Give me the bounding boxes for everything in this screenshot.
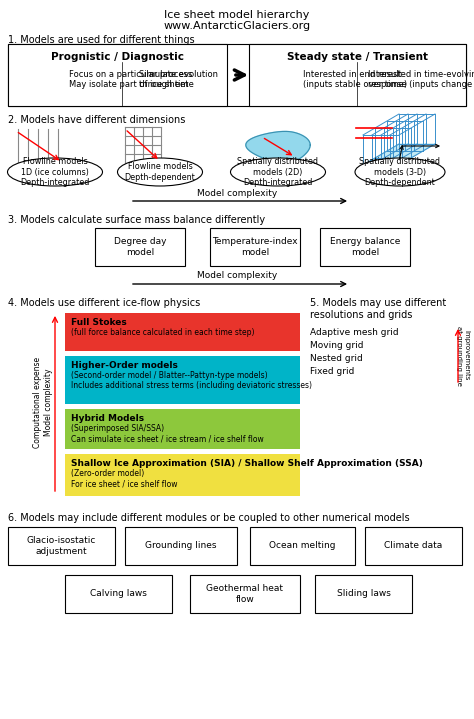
- Text: Simulate evolution
through time: Simulate evolution through time: [139, 70, 219, 89]
- Text: 2. Models have different dimensions: 2. Models have different dimensions: [8, 115, 185, 125]
- Polygon shape: [363, 144, 435, 165]
- Text: 6. Models may include different modules or be coupled to other numerical models: 6. Models may include different modules …: [8, 513, 410, 523]
- Bar: [249, 44, 466, 106]
- Text: (Superimposed SIA/SSA)
Can simulate ice sheet / ice stream / ice shelf flow: (Superimposed SIA/SSA) Can simulate ice …: [71, 424, 264, 444]
- Text: Geothermal heat
flow: Geothermal heat flow: [207, 585, 283, 604]
- Ellipse shape: [8, 158, 102, 186]
- Bar: [8, 44, 227, 106]
- Text: Climate data: Climate data: [384, 541, 443, 551]
- Text: Ocean melting: Ocean melting: [269, 541, 336, 551]
- Bar: [95, 228, 185, 266]
- Text: Sliding laws: Sliding laws: [337, 590, 391, 598]
- Text: Nested grid: Nested grid: [310, 354, 363, 363]
- Text: 1. Models are used for different things: 1. Models are used for different things: [8, 35, 195, 45]
- Text: (Zero-order model)
For ice sheet / ice shelf flow: (Zero-order model) For ice sheet / ice s…: [71, 469, 177, 488]
- Bar: [65, 454, 300, 496]
- Bar: [65, 575, 172, 613]
- Text: Steady state / Transient: Steady state / Transient: [287, 52, 428, 62]
- Text: 5. Models may use different
resolutions and grids: 5. Models may use different resolutions …: [310, 298, 446, 320]
- Ellipse shape: [355, 158, 445, 186]
- Text: Spatially distributed
models (3-D)
Depth-dependent: Spatially distributed models (3-D) Depth…: [359, 157, 440, 187]
- Text: Focus on a particular process
May isolate part of ice sheet: Focus on a particular process May isolat…: [69, 70, 193, 89]
- Bar: [250, 527, 355, 565]
- Bar: [65, 313, 300, 351]
- Ellipse shape: [118, 158, 202, 186]
- Text: Degree day
model: Degree day model: [114, 237, 166, 257]
- Text: Moving grid: Moving grid: [310, 341, 364, 350]
- Polygon shape: [246, 132, 310, 163]
- Text: Glacio-isostatic
adjustment: Glacio-isostatic adjustment: [27, 536, 96, 556]
- Text: Hybrid Models: Hybrid Models: [71, 414, 144, 423]
- Ellipse shape: [230, 158, 326, 186]
- Text: (full force balance calculated in each time step): (full force balance calculated in each t…: [71, 328, 255, 337]
- Bar: [8, 527, 115, 565]
- Text: 4. Models use different ice-flow physics: 4. Models use different ice-flow physics: [8, 298, 200, 308]
- Bar: [190, 575, 300, 613]
- Text: Full Stokes: Full Stokes: [71, 318, 127, 327]
- Bar: [210, 228, 300, 266]
- Text: Computational expense
Model complexity: Computational expense Model complexity: [33, 357, 53, 447]
- Text: Fixed grid: Fixed grid: [310, 367, 355, 376]
- Bar: [315, 575, 412, 613]
- Text: Higher-Order models: Higher-Order models: [71, 361, 178, 370]
- Text: Improvements
at grounding line: Improvements at grounding line: [456, 326, 470, 385]
- Text: Calving laws: Calving laws: [90, 590, 147, 598]
- Bar: [365, 527, 462, 565]
- Text: Grounding lines: Grounding lines: [145, 541, 217, 551]
- Bar: [65, 409, 300, 449]
- Text: Spatially distributed
models (2D)
Depth-integrated: Spatially distributed models (2D) Depth-…: [237, 157, 319, 187]
- Text: Ice sheet model hierarchy: Ice sheet model hierarchy: [164, 10, 310, 20]
- Text: Model complexity: Model complexity: [197, 272, 277, 280]
- Text: Interested in end result
(inputs stable over time): Interested in end result (inputs stable …: [303, 70, 407, 89]
- Text: Energy balance
model: Energy balance model: [330, 237, 400, 257]
- Bar: [320, 228, 410, 266]
- Bar: [65, 356, 300, 404]
- Text: Shallow Ice Approximation (SIA) / Shallow Shelf Approximation (SSA): Shallow Ice Approximation (SIA) / Shallo…: [71, 459, 423, 468]
- Text: Model complexity: Model complexity: [197, 188, 277, 198]
- Text: Temperature-index
model: Temperature-index model: [212, 237, 298, 257]
- Text: Prognistic / Diagnostic: Prognistic / Diagnostic: [51, 52, 184, 62]
- Text: www.AntarcticGlaciers.org: www.AntarcticGlaciers.org: [164, 21, 310, 31]
- Text: (Second-order model / Blatter--Pattyn-type models)
Includes additional stress te: (Second-order model / Blatter--Pattyn-ty…: [71, 371, 312, 390]
- Text: Flowline models
Depth-dependent: Flowline models Depth-dependent: [125, 162, 195, 182]
- Bar: [125, 527, 237, 565]
- Text: Adaptive mesh grid: Adaptive mesh grid: [310, 328, 399, 337]
- Text: 3. Models calculate surface mass balance differently: 3. Models calculate surface mass balance…: [8, 215, 265, 225]
- Text: Flowline models
1D (ice columns)
Depth-integrated: Flowline models 1D (ice columns) Depth-i…: [20, 157, 90, 187]
- Bar: [8, 44, 466, 106]
- Text: Interested in time-evolving
response (inputs change over time): Interested in time-evolving response (in…: [368, 70, 474, 89]
